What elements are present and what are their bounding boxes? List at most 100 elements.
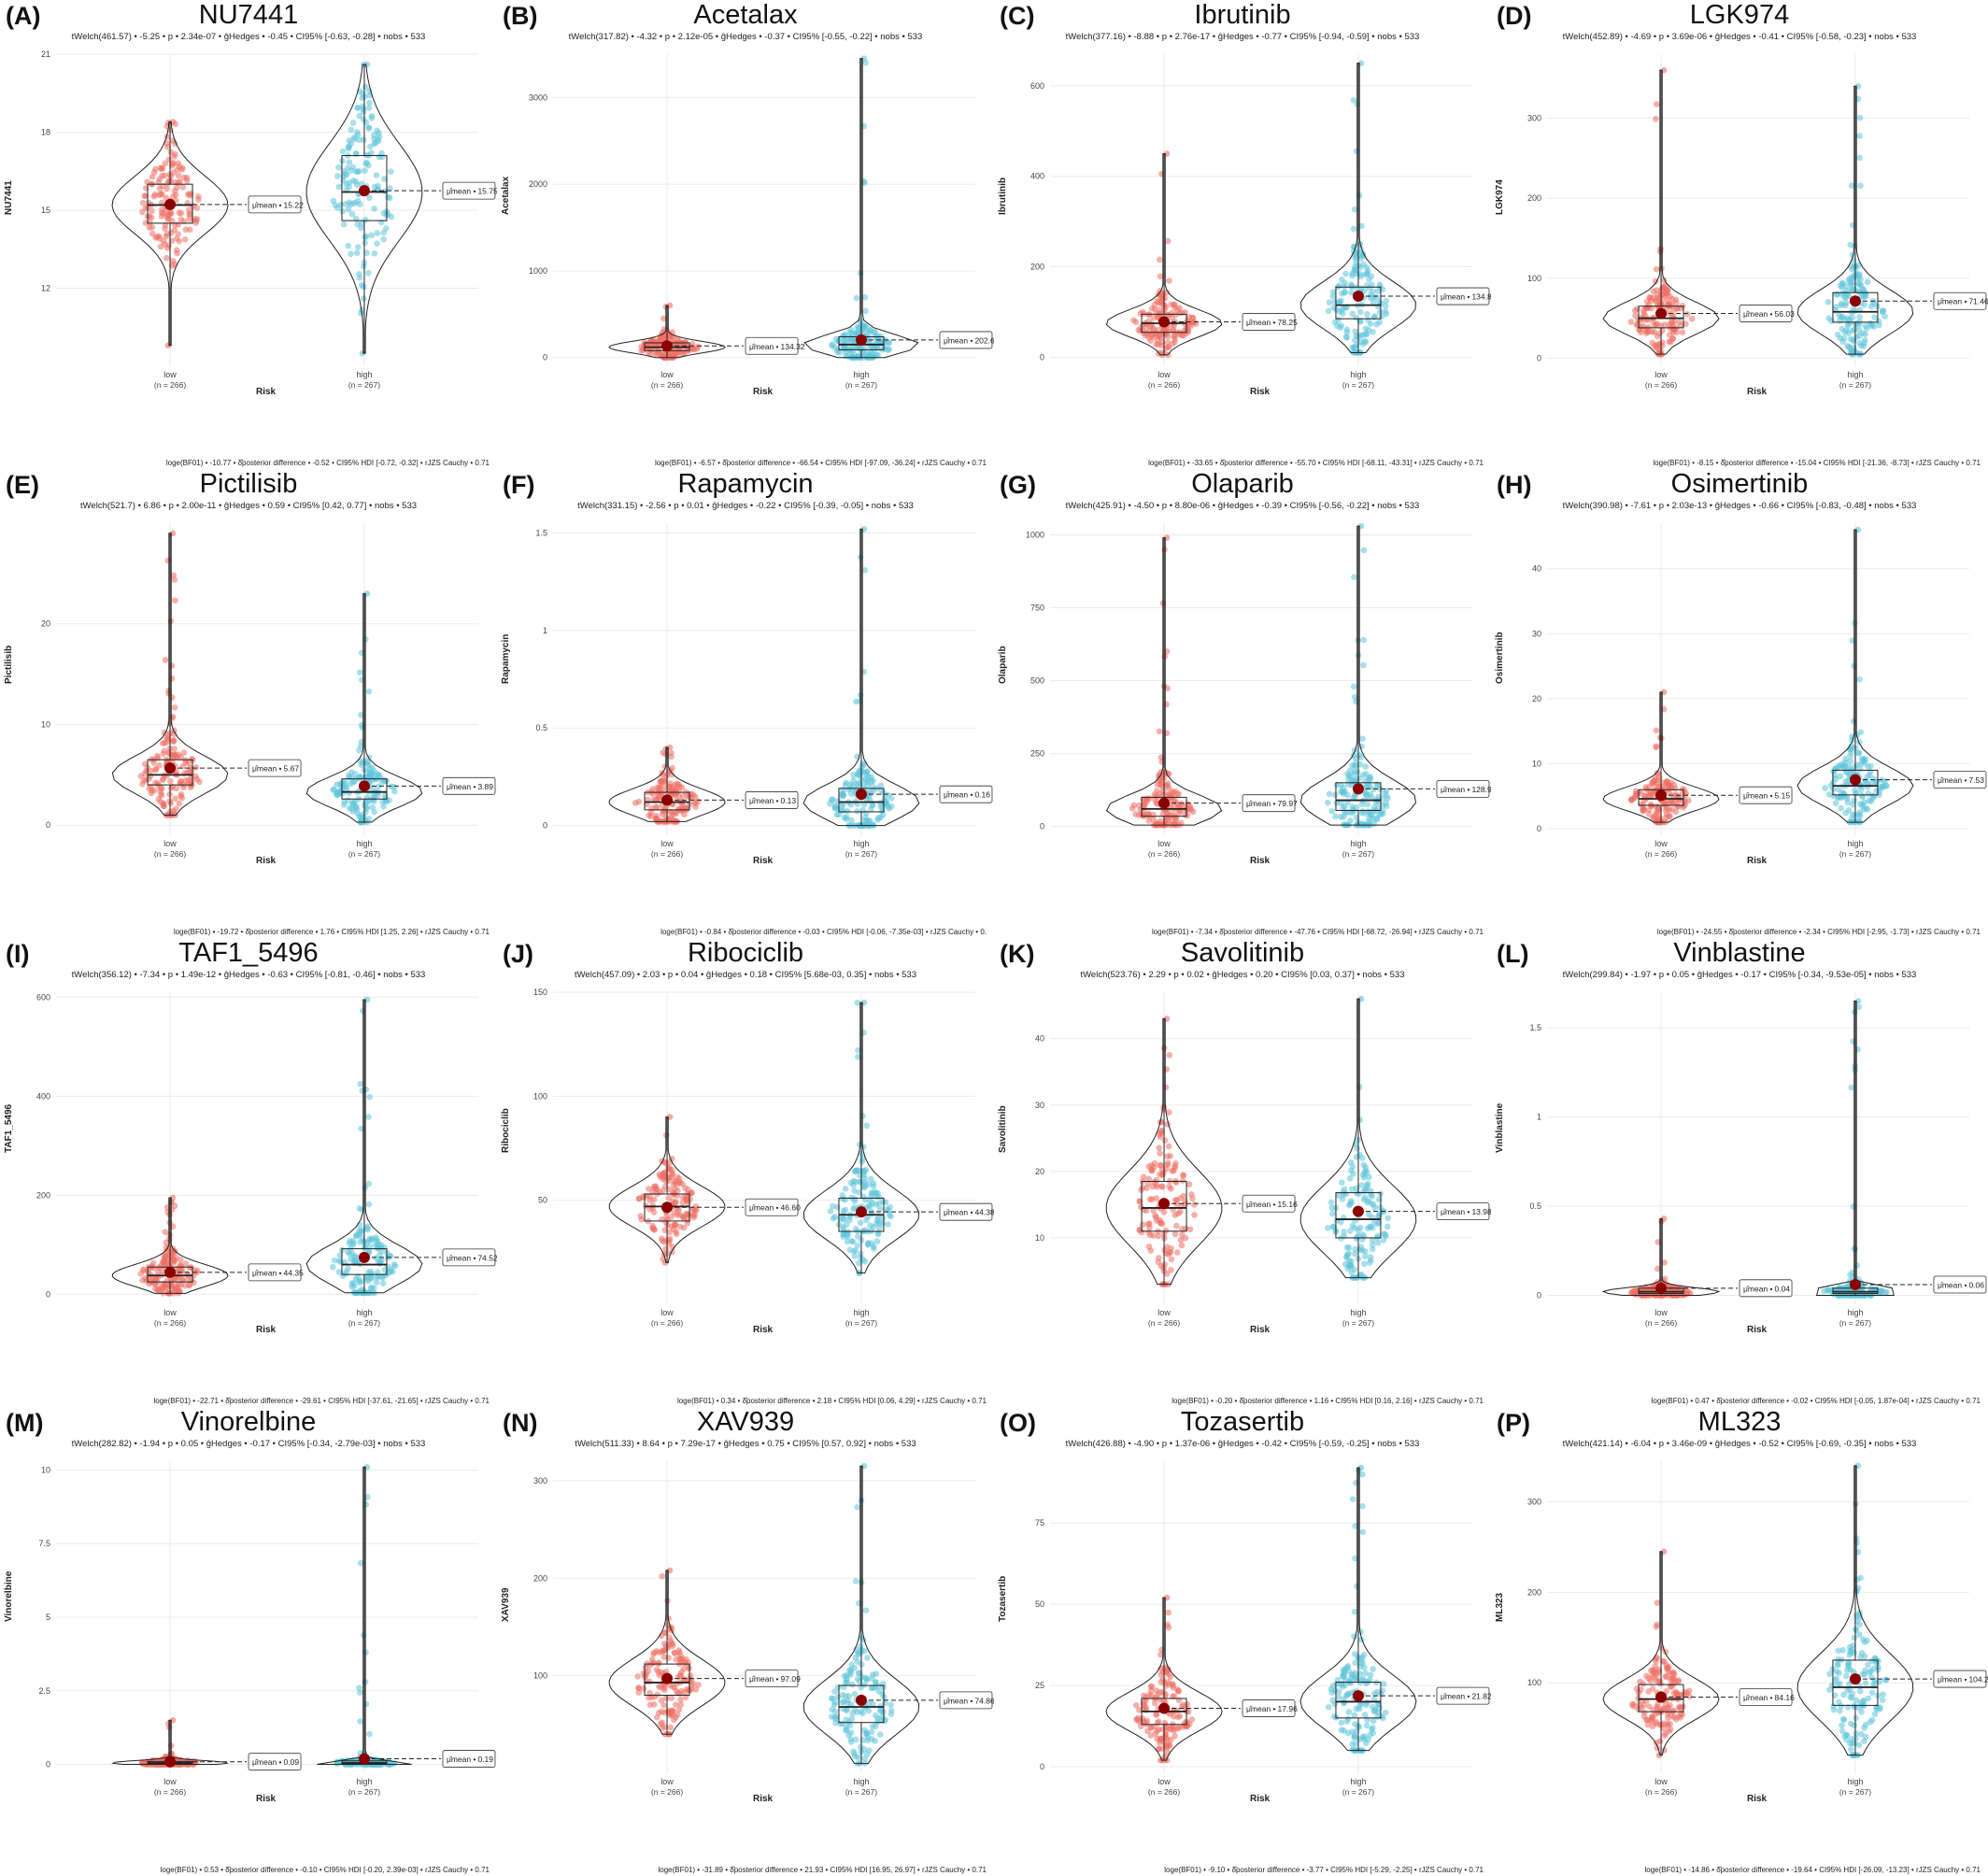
data-point [851,1187,858,1194]
data-point [1339,276,1345,283]
data-point [1864,278,1871,286]
data-point [1857,182,1864,190]
data-point [1362,1164,1370,1171]
data-point [1348,1186,1356,1193]
data-point [1164,237,1172,245]
data-point [1360,1187,1367,1195]
data-point [854,1503,860,1511]
data-point [862,352,869,359]
mean-label-prefix: μ̂mean • [1743,791,1773,801]
chart-title: Savolitinib [1180,938,1305,968]
data-point [876,337,884,345]
data-point [369,803,376,811]
y-tick-label: 100 [533,1671,547,1681]
data-point [362,1086,370,1093]
data-point [861,768,868,775]
data-point [154,752,161,760]
y-tick-label: 2000 [529,179,547,189]
data-point [855,1047,861,1054]
data-point [334,791,341,799]
data-point [660,315,667,322]
mean-label: μ̂mean •128.97 [1441,785,1491,794]
chart-panel-8: 0 10 20 30 40 μ̂mean • 5.15 low (n = 266) μ̂mean … [1491,469,1988,938]
violin-high [305,64,423,354]
mean-label-value: 71.46 [1968,297,1988,306]
x-tick-label: low [660,839,674,848]
y-tick-label: 250 [1030,749,1044,759]
x-tick-count: (n = 266) [154,849,186,859]
mean-label-prefix: μ̂mean • [252,764,282,774]
mean-label-box [745,336,799,355]
data-point [1358,222,1365,230]
data-point [1653,101,1660,107]
data-point [365,124,373,131]
data-point [860,178,868,185]
y-tick-label: 10 [41,719,50,729]
data-point [875,1201,883,1207]
mean-dot [1352,291,1364,303]
data-point [1333,800,1341,806]
data-point [1842,778,1850,785]
violin-low [608,1116,726,1263]
data-point [841,1672,848,1680]
y-tick-label: 400 [36,1091,50,1101]
y-axis-label: Vinorelbine [4,1570,14,1622]
x-axis-label: Risk [753,856,774,866]
data-point [1329,293,1337,300]
data-point [1648,305,1654,312]
x-axis-label: Risk [753,1325,774,1335]
x-axis-label: Risk [1747,856,1768,866]
data-point [1354,768,1361,775]
data-point [831,1213,838,1220]
data-point [879,1215,887,1222]
data-point [1165,817,1172,823]
data-point [1650,288,1657,295]
data-point [1352,754,1359,761]
violin-low [111,533,229,816]
mean-label-value: 134.83 [1471,292,1491,302]
data-point [1164,1161,1172,1169]
mean-label-value: 13.98 [1471,1207,1491,1216]
data-point [1677,305,1684,312]
data-point [1130,802,1138,809]
data-point [831,1699,838,1706]
data-point [371,249,378,257]
data-point [158,790,164,798]
data-point [1828,318,1835,324]
data-point [354,105,361,111]
data-point [662,1695,670,1702]
data-point [1331,298,1339,306]
x-tick-label: high [356,1308,372,1317]
data-point [647,347,655,353]
mean-dot [358,1753,370,1765]
chart-panel-15: 0 25 50 75 μ̂mean • 17.96 low (n = 266) μ̂mean •… [994,1407,1491,1876]
stats-subtitle: tWelch(390.98) • -7.61 • p • 2.03e-13 • … [1562,501,1917,511]
data-point [363,794,371,801]
mean-dot [1158,316,1171,328]
x-tick-count: (n = 267) [348,1318,380,1328]
violin-high [802,1002,920,1274]
data-point [374,230,381,236]
box-high [1832,291,1879,323]
data-point [1825,1287,1832,1294]
x-tick-label: low [163,839,177,848]
mean-label-box [1436,287,1490,306]
data-point [864,1241,872,1247]
data-point [375,130,382,136]
mean-label: μ̂mean • 0.09 [252,1757,299,1767]
data-point [1173,790,1181,798]
data-point [1157,1161,1165,1169]
data-point [373,1279,380,1286]
data-point [163,231,171,237]
data-point [846,1671,854,1679]
mean-label-box [442,776,496,795]
y-tick-label: 300 [533,1476,547,1485]
data-point [1357,319,1364,325]
data-point [1371,1219,1378,1227]
data-point [377,1258,384,1265]
data-point [645,340,652,348]
data-point [1157,781,1164,789]
data-point [1358,1182,1366,1188]
